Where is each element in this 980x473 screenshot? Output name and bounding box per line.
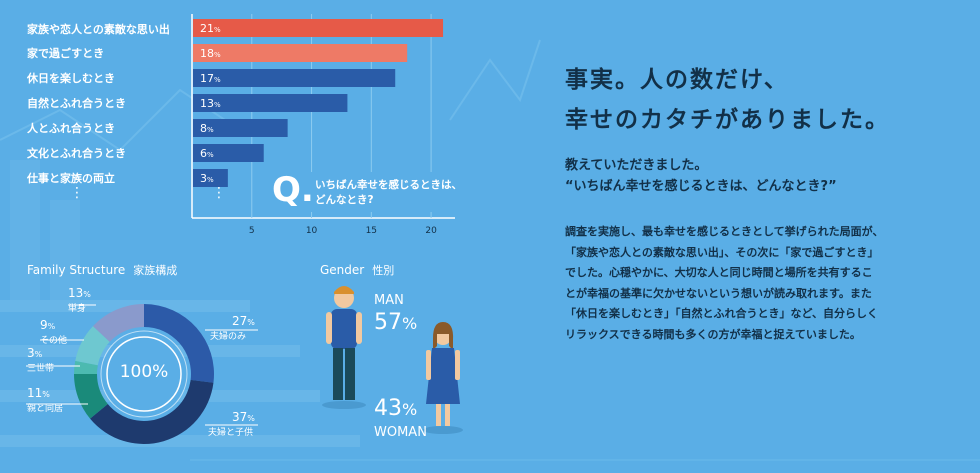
slice-name: 夫婦と子供: [208, 428, 254, 438]
bar-value-label: 21%: [200, 22, 221, 35]
donut-slice: [74, 374, 108, 419]
bar-category-label: 家族や恋人との素敵な思い出: [27, 23, 170, 36]
donut-slice: [74, 360, 98, 374]
donut-hole: [102, 332, 186, 416]
question-line: どんなとき?: [315, 194, 374, 206]
woman-unit: %: [402, 400, 418, 419]
bar-continuation-dots: ⋮: [70, 185, 84, 201]
slice-label-parents: 11% 親と同居: [27, 386, 63, 414]
bar-value-label: 3%: [200, 172, 214, 185]
bar-category-label: 仕事と家族の両立: [27, 172, 115, 185]
bar: [193, 44, 408, 62]
question-line: いちばん幸せを感じるときは、: [315, 179, 462, 191]
sub-heading-line: 教えていただきました。: [565, 158, 708, 173]
body-line: 調査を実施し、最も幸せを感じるときとして挙げられた局面が、: [565, 225, 884, 238]
donut-center-ring: [106, 336, 182, 412]
slice-value: 11: [27, 386, 43, 400]
slice-name: 親と同居: [27, 404, 64, 414]
slice-value: 3: [27, 346, 35, 360]
sub-heading-line: “いちばん幸せを感じるときは、どんなとき?”: [565, 179, 837, 194]
man-unit: %: [402, 314, 418, 333]
bar: [193, 69, 396, 87]
bar: [193, 144, 264, 162]
slice-value: 37: [232, 410, 248, 424]
bar-value-label: 18%: [200, 47, 221, 60]
slice-label-single: 13% 単身: [68, 286, 91, 314]
man-percent: 57%: [374, 310, 417, 335]
slice-unit: %: [42, 390, 50, 399]
man-value: 57: [374, 310, 402, 335]
family-structure-title-ja: 家族構成: [133, 264, 178, 277]
family-structure-title: Family Structure 家族構成: [27, 262, 177, 278]
man-figure-icon: [322, 286, 366, 409]
bar-value-label: 17%: [200, 72, 221, 85]
woman-value: 43: [374, 396, 402, 421]
bar-category-label: 人とふれ合うとき: [27, 122, 115, 135]
headline-line: 事実。人の数だけ、: [565, 67, 789, 93]
donut-slice: [144, 304, 214, 383]
donut-slice: [92, 304, 144, 342]
slice-value: 27: [232, 314, 248, 328]
man-label: MAN 57%: [374, 293, 417, 335]
bar: [193, 119, 288, 137]
man-name: MAN: [374, 293, 404, 308]
bar-category-label: 文化とふれ合うとき: [27, 147, 126, 160]
slice-value: 13: [68, 286, 84, 300]
bar-value-label: 6%: [200, 147, 214, 160]
slice-value: 9: [40, 318, 48, 332]
headline: 事実。人の数だけ、 幸せのカタチがありました。: [565, 60, 890, 140]
bar-category-label: 自然とふれ合うとき: [27, 97, 126, 110]
bar-category-label: 家で過ごすとき: [27, 47, 105, 60]
body-line: とが幸福の基準に欠かせないという想いが読み取れます。また: [565, 286, 872, 300]
body-text: 調査を実施し、最も幸せを感じるときとして挙げられた局面が、 「家族や恋人との素敵…: [565, 222, 945, 345]
woman-percent: 43%: [374, 396, 427, 421]
headline-line: 幸せのカタチがありました。: [565, 107, 890, 133]
slice-unit: %: [47, 322, 56, 331]
slice-name: 単身: [68, 304, 87, 314]
body-line: 「家族や恋人との素敵な思い出」、その次に「家で過ごすとき」: [565, 245, 879, 259]
slice-label-couple-children: 37% 夫婦と子供: [208, 410, 255, 438]
question-box: [270, 172, 490, 212]
bar-continuation-dots: ⋮: [212, 185, 226, 201]
slice-unit: %: [83, 290, 91, 299]
bar: [193, 169, 228, 187]
donut-inner-ring: [100, 330, 188, 418]
gender-title-ja: 性別: [372, 264, 395, 277]
slice-label-other: 9% その他: [40, 318, 67, 346]
body-line: でした。心穏やかに、大切な人と同じ時間と場所を共有するこ: [565, 266, 873, 279]
slice-label-couple: 27% 夫婦のみ: [210, 314, 255, 342]
bar-value-label: 8%: [200, 122, 214, 135]
donut-slice: [75, 326, 110, 366]
bar: [193, 19, 444, 37]
sub-heading: 教えていただきました。 “いちばん幸せを感じるときは、どんなとき?”: [565, 155, 837, 197]
slice-name: 三世帯: [27, 364, 55, 374]
woman-figure-icon: [423, 322, 463, 434]
bar-value-label: 13%: [200, 97, 221, 110]
gender-title-en: Gender: [320, 263, 365, 277]
body-line: リラックスできる時間も多くの方が幸福と捉えていました。: [565, 327, 861, 341]
bar-tick-label: 5: [249, 226, 255, 236]
bar-category-label: 休日を楽しむとき: [27, 72, 115, 85]
woman-label: 43% WOMAN: [374, 396, 427, 440]
question-letter: Q.: [272, 170, 314, 210]
gender-title: Gender 性別: [320, 262, 394, 278]
slice-unit: %: [247, 414, 255, 423]
slice-label-three-gen: 3% 三世帯: [27, 346, 54, 374]
slice-name: 夫婦のみ: [210, 332, 247, 342]
bar: [193, 94, 348, 112]
question-text: いちばん幸せを感じるときは、 どんなとき?: [315, 178, 495, 208]
slice-unit: %: [34, 350, 43, 359]
slice-name: その他: [40, 336, 68, 346]
family-structure-title-en: Family Structure: [27, 263, 126, 277]
slice-unit: %: [247, 318, 255, 327]
body-line: 「休日を楽しむとき」「自然とふれ合うとき」など、自分らしく: [565, 307, 878, 320]
bar-tick-label: 10: [306, 226, 318, 236]
woman-name: WOMAN: [374, 425, 427, 440]
donut-slice: [90, 379, 214, 444]
bar-tick-label: 20: [425, 226, 437, 236]
donut-center-label: 100%: [119, 362, 169, 382]
bar-tick-label: 15: [366, 226, 377, 236]
